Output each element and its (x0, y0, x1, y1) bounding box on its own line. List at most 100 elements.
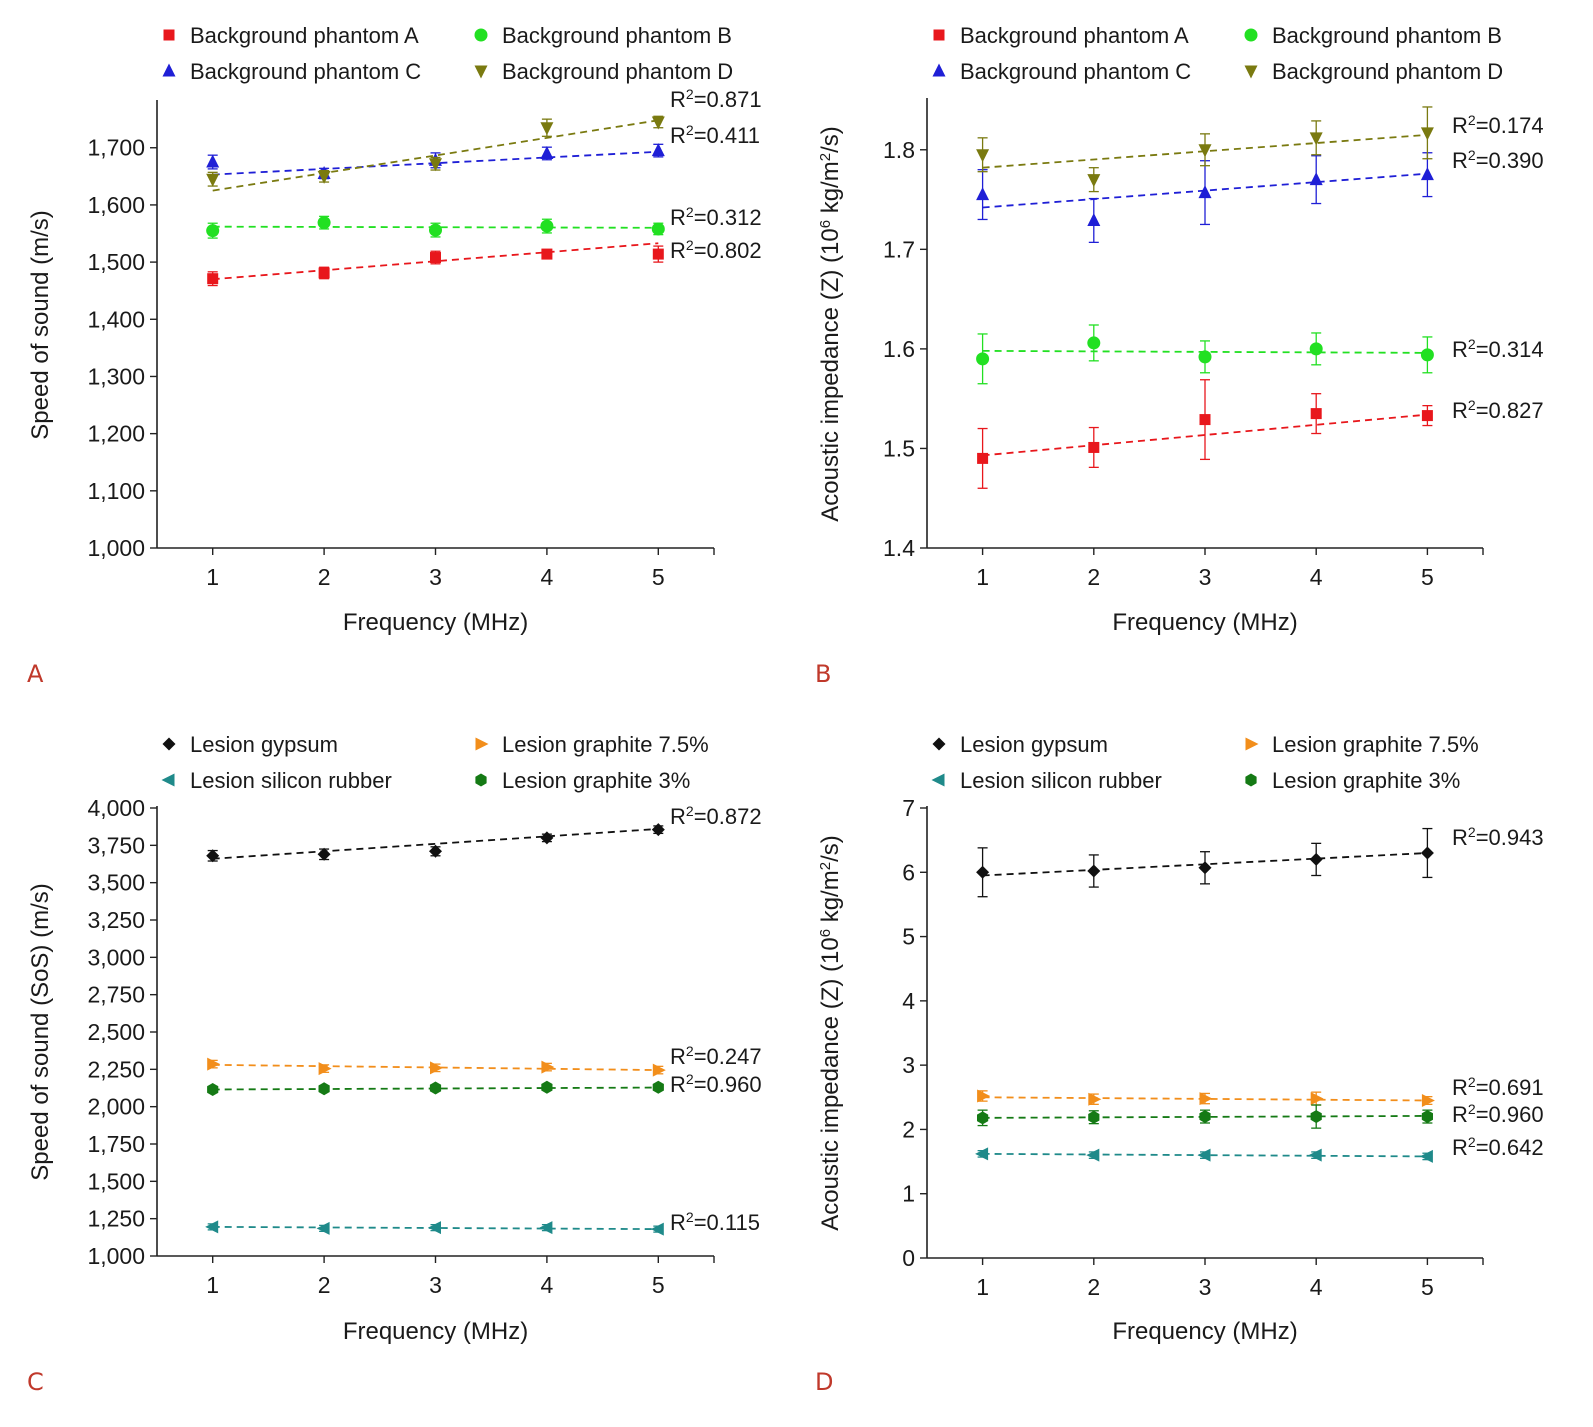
legend-marker (1245, 773, 1257, 787)
panel-letter: C (27, 1368, 44, 1396)
y-tick-label: 5 (902, 924, 915, 950)
r2-symbol: R (1452, 1075, 1468, 1100)
panel-c: 1,000 1,250 1,500 1,750 2,000 2,250 2,500 2,750… (27, 732, 762, 1396)
data-point (318, 1062, 332, 1076)
data-point (1309, 172, 1323, 186)
data-point (976, 187, 990, 201)
panel-b: 1.4 1.5 1.6 1.7 1.8 1 2 3 4 5 Frequency (MHz) Acous… (815, 23, 1544, 688)
y-tick-label: 1,300 (87, 363, 145, 389)
data-point (652, 248, 664, 260)
data-point (1310, 1110, 1322, 1124)
series-background-phantom-b: R2=0.312 (206, 204, 762, 239)
y-tick-label: 6 (902, 859, 915, 885)
data-point (318, 1082, 330, 1096)
r2-symbol: R (1452, 337, 1468, 362)
data-point (1420, 348, 1434, 362)
x-tick-label: 3 (429, 1272, 442, 1298)
data-point (1308, 1148, 1322, 1162)
y-tick-label: 4 (902, 988, 915, 1014)
legend-label: Lesion silicon rubber (960, 768, 1162, 793)
y-axis-title: Acoustic impedance (Z) (106 kg/m2/s) (817, 835, 845, 1231)
data-point (1088, 1092, 1102, 1106)
data-point (207, 1057, 221, 1071)
x-axis-title: Frequency (MHz) (343, 609, 528, 636)
y-axis-title-superscript: 6 (817, 220, 834, 228)
r2-label: R2=0.691 (1452, 1074, 1544, 1100)
legend-marker (932, 737, 946, 751)
r2-symbol: R (670, 1044, 686, 1069)
data-point (317, 170, 331, 184)
fit-line (982, 133, 1428, 169)
legend-label: Background phantom C (190, 59, 421, 84)
r2-value: =0.174 (1476, 113, 1544, 138)
panel-d: 0 1 2 3 4 5 6 7 1 2 3 4 5 Frequency (MHz) Acoustic imp… (815, 732, 1544, 1396)
data-point (1198, 185, 1212, 199)
data-point (1421, 1110, 1433, 1124)
r2-label: R2=0.247 (670, 1043, 762, 1069)
legend-entry: Lesion silicon rubber (931, 768, 1162, 793)
legend-marker (931, 773, 945, 787)
y-tick-label: 7 (902, 795, 915, 821)
r2-label: R2=0.642 (1452, 1134, 1544, 1160)
legend-entry: Lesion gypsum (932, 732, 1108, 757)
data-point (429, 844, 442, 858)
r2-label: R2=0.390 (1452, 147, 1544, 173)
r2-symbol: R (1452, 113, 1468, 138)
r2-value: =0.872 (694, 804, 762, 829)
y-axis-title-superscript: 2 (817, 862, 834, 870)
r2-label: R2=0.115 (670, 1209, 760, 1235)
y-axis-title: Speed of sound (SoS) (m/s) (27, 883, 54, 1180)
r2-value: =0.802 (694, 238, 762, 263)
r2-label: R2=0.871 (670, 86, 762, 112)
data-point (207, 273, 219, 285)
r2-superscript: 2 (686, 803, 694, 819)
data-point (1420, 167, 1434, 181)
y-tick-label: 1,600 (87, 192, 145, 218)
y-tick-label: 2 (902, 1116, 915, 1142)
series-lesion-gypsum: R2=0.943 (976, 824, 1544, 898)
data-point (1420, 127, 1434, 141)
data-point (1199, 414, 1211, 426)
data-point (1087, 336, 1101, 350)
r2-label: R2=0.827 (1452, 397, 1544, 423)
r2-symbol: R (670, 205, 686, 230)
x-tick-label: 4 (541, 564, 554, 590)
legend-marker (933, 29, 945, 41)
y-tick-label: 2,500 (87, 1019, 145, 1045)
legend-marker (475, 773, 487, 787)
r2-symbol: R (670, 1210, 686, 1235)
legend-label: Lesion graphite 3% (1272, 768, 1460, 793)
data-point (317, 847, 331, 861)
series-background-phantom-a: R2=0.802 (207, 237, 762, 287)
legend-label: Background phantom D (1272, 59, 1503, 84)
y-tick-label: 3,250 (87, 907, 145, 933)
data-point (1199, 1110, 1211, 1124)
y-tick-label: 2,750 (87, 982, 145, 1008)
series-lesion-graphite-3-: R2=0.960 (977, 1101, 1544, 1129)
series-lesion-gypsum: R2=0.872 (206, 803, 762, 863)
y-tick-label: 0 (902, 1245, 915, 1271)
x-tick-label: 2 (1087, 564, 1100, 590)
data-point (428, 1221, 441, 1235)
legend-label: Background phantom A (960, 23, 1189, 48)
data-point (1310, 408, 1322, 420)
x-tick-label: 2 (318, 564, 331, 590)
data-point (977, 1089, 991, 1103)
r2-superscript: 2 (1468, 336, 1476, 352)
series-background-phantom-b: R2=0.314 (976, 324, 1544, 385)
x-axis-title: Frequency (MHz) (1112, 609, 1297, 636)
r2-value: =0.314 (1476, 337, 1544, 362)
y-tick-label: 1,700 (87, 135, 145, 161)
data-point (652, 1080, 664, 1094)
r2-symbol: R (1452, 1102, 1468, 1127)
data-point (1309, 342, 1323, 356)
legend-entry: Background phantom D (1244, 59, 1503, 84)
legend-entry: Background phantom B (1244, 23, 1502, 48)
legend-marker (1244, 28, 1258, 42)
legend-label: Background phantom B (1272, 23, 1502, 48)
r2-label: R2=0.411 (670, 122, 760, 148)
legend-entry: Lesion graphite 3% (475, 768, 690, 793)
data-point (1197, 1148, 1211, 1162)
data-point (651, 823, 665, 837)
